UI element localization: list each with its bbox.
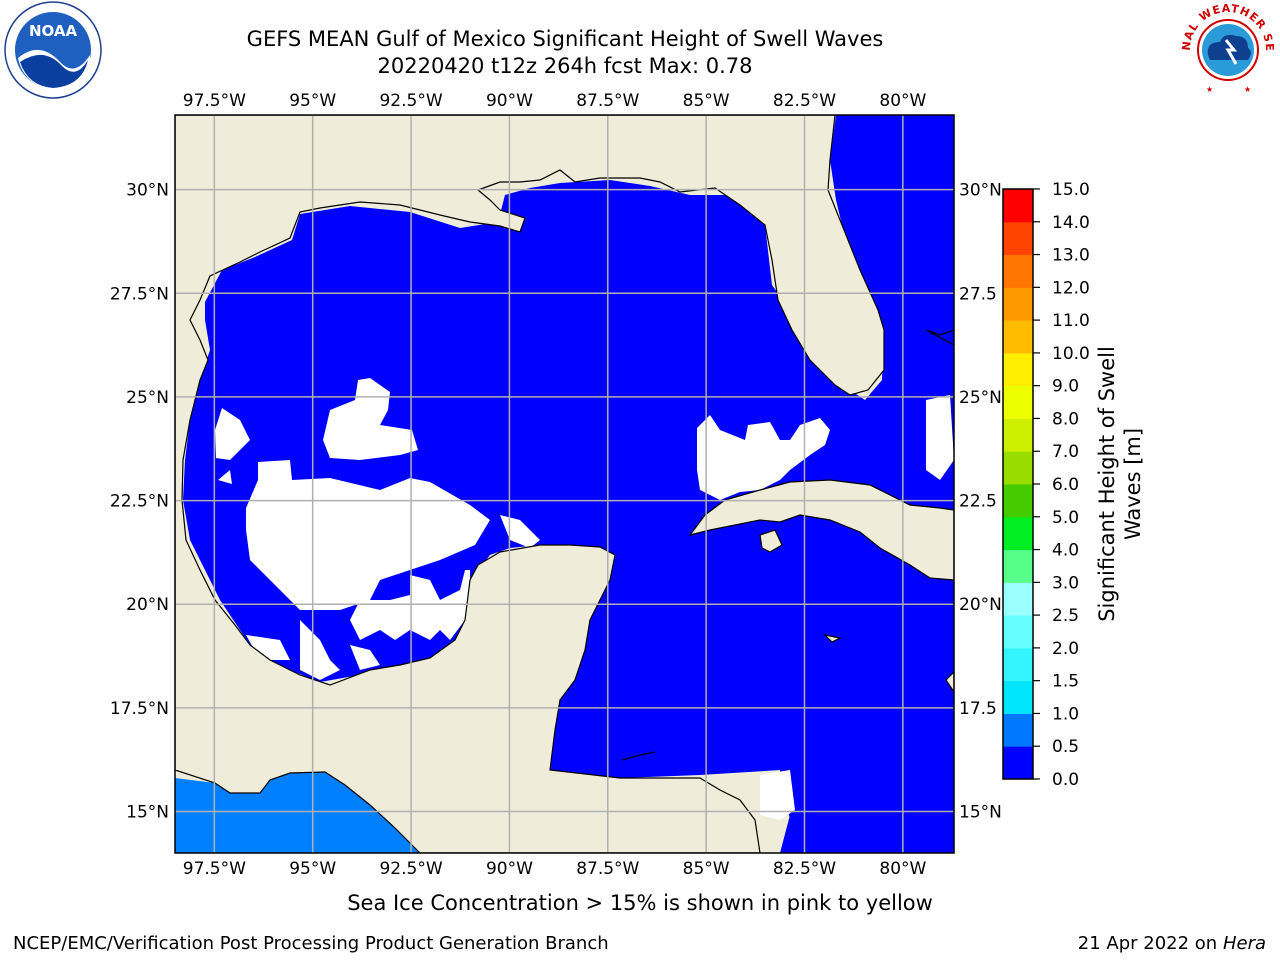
left-lat-tick-label: 20°N <box>126 595 169 615</box>
colorbar-label-line1: Significant Height of Swell <box>1095 346 1119 622</box>
right-lat-tick-label: 22.5 <box>959 492 997 512</box>
colorbar-tick-label: 3.0 <box>1052 573 1079 593</box>
bottom-lon-tick-label: 80°W <box>879 859 926 879</box>
top-lon-tick-label: 85°W <box>683 91 730 111</box>
colorbar-tick-label: 12.0 <box>1052 278 1090 298</box>
left-lat-tick-label: 22.5°N <box>110 492 169 512</box>
top-lon-tick-label: 92.5°W <box>379 91 442 111</box>
bottom-lon-tick-label: 95°W <box>289 859 336 879</box>
caribbean-wave-field <box>550 500 954 853</box>
no-data-patches <box>215 378 954 820</box>
sea-ice-note: Sea Ice Concentration > 15% is shown in … <box>347 891 933 915</box>
top-lon-tick-label: 80°W <box>879 91 926 111</box>
left-lat-tick-label: 17.5°N <box>110 699 169 719</box>
colorbar-tick-label: 1.5 <box>1052 672 1079 692</box>
colorbar-tick-label: 6.0 <box>1052 475 1079 495</box>
svg-text:★: ★ <box>1244 85 1251 94</box>
noaa-logo: NOAA <box>4 1 102 99</box>
right-lat-tick-label: 30°N <box>959 181 1002 201</box>
map-frame <box>174 114 955 854</box>
noaa-logo-text: NOAA <box>29 22 78 40</box>
bottom-lon-tick-label: 92.5°W <box>379 859 442 879</box>
gridlines <box>175 115 954 853</box>
colorbar-tick-label: 8.0 <box>1052 409 1079 429</box>
colorbar-tick-label: 2.0 <box>1052 639 1079 659</box>
colorbar-swatch <box>1003 746 1033 780</box>
nws-logo: NATIONAL WEATHER SERVICE ★ ★ <box>1176 0 1275 96</box>
right-lat-tick-label: 20°N <box>959 595 1002 615</box>
pacific-wave-field <box>175 772 420 853</box>
coastlines <box>175 115 954 853</box>
right-lat-tick-label: 17.5 <box>959 699 997 719</box>
colorbar-tick-label: 13.0 <box>1052 246 1090 266</box>
colorbar-swatch <box>1003 451 1033 485</box>
left-lat-tick-label: 27.5°N <box>110 284 169 304</box>
colorbar-label-line2: Waves [m] <box>1121 428 1145 540</box>
bottom-lon-tick-label: 90°W <box>486 859 533 879</box>
svg-text:★: ★ <box>1206 85 1213 94</box>
bottom-lon-tick-label: 87.5°W <box>576 859 639 879</box>
colorbar-swatch <box>1003 615 1033 649</box>
colorbar-tick-label: 10.0 <box>1052 344 1090 364</box>
left-lat-tick-label: 25°N <box>126 388 169 408</box>
colorbar-swatch <box>1003 287 1033 321</box>
right-lat-tick-label: 27.5 <box>959 284 997 304</box>
bottom-lon-tick-label: 82.5°W <box>773 859 836 879</box>
left-lat-tick-label: 15°N <box>126 803 169 823</box>
bottom-lon-tick-label: 97.5°W <box>183 859 246 879</box>
colorbar-tick-label: 5.0 <box>1052 508 1079 528</box>
colorbar-swatch <box>1003 516 1033 551</box>
colorbar-tick-label: 15.0 <box>1052 180 1090 200</box>
colorbar: 0.0 0.5 1.0 1.5 2.0 2.5 3.0 4.0 5.0 6.0 7.0 8.0 9.0 1… <box>1002 180 1145 790</box>
date-text: 21 Apr 2022 on Hera <box>1077 933 1266 954</box>
colorbar-swatch <box>1003 418 1033 452</box>
colorbar-tick-label: 7.0 <box>1052 442 1079 462</box>
chart-subtitle: 20220420 t12z 264h fcst Max: 0.78 <box>377 54 753 78</box>
colorbar-tick-label: 14.0 <box>1052 213 1090 233</box>
colorbar-swatch <box>1003 352 1033 387</box>
colorbar-swatch <box>1003 484 1033 518</box>
top-lon-tick-label: 97.5°W <box>183 91 246 111</box>
bottom-lon-tick-label: 85°W <box>683 859 730 879</box>
right-lat-tick-label: 15°N <box>959 803 1002 823</box>
colorbar-swatch <box>1003 221 1033 256</box>
colorbar-tick-label: 11.0 <box>1052 311 1090 331</box>
colorbar-swatch <box>1003 385 1033 419</box>
colorbar-tick-label: 9.0 <box>1052 377 1079 397</box>
colorbar-tick-label: 0.5 <box>1052 737 1079 757</box>
colorbar-swatch <box>1003 549 1033 583</box>
colorbar-swatch <box>1003 320 1033 354</box>
top-lon-tick-label: 90°W <box>486 91 533 111</box>
left-lat-tick-label: 30°N <box>126 181 169 201</box>
colorbar-swatch <box>1003 647 1033 682</box>
machine-name: Hera <box>1222 933 1266 954</box>
colorbar-swatch <box>1003 189 1033 223</box>
top-lon-tick-label: 95°W <box>289 91 336 111</box>
colorbar-swatch <box>1003 254 1033 288</box>
colorbar-tick-label: 1.0 <box>1052 704 1079 724</box>
credit-text: NCEP/EMC/Verification Post Processing Pr… <box>13 933 609 954</box>
colorbar-tick-label: 4.0 <box>1052 541 1079 561</box>
chart-title: GEFS MEAN Gulf of Mexico Significant Hei… <box>246 27 884 51</box>
colorbar-tick-label: 2.5 <box>1052 606 1079 626</box>
colorbar-swatch <box>1003 582 1033 616</box>
colorbar-swatch <box>1003 680 1033 714</box>
top-lon-tick-label: 87.5°W <box>576 91 639 111</box>
right-lat-tick-label: 25°N <box>959 388 1002 408</box>
colorbar-swatch <box>1003 713 1033 747</box>
top-lon-tick-label: 82.5°W <box>773 91 836 111</box>
colorbar-tick-label: 0.0 <box>1052 770 1079 790</box>
